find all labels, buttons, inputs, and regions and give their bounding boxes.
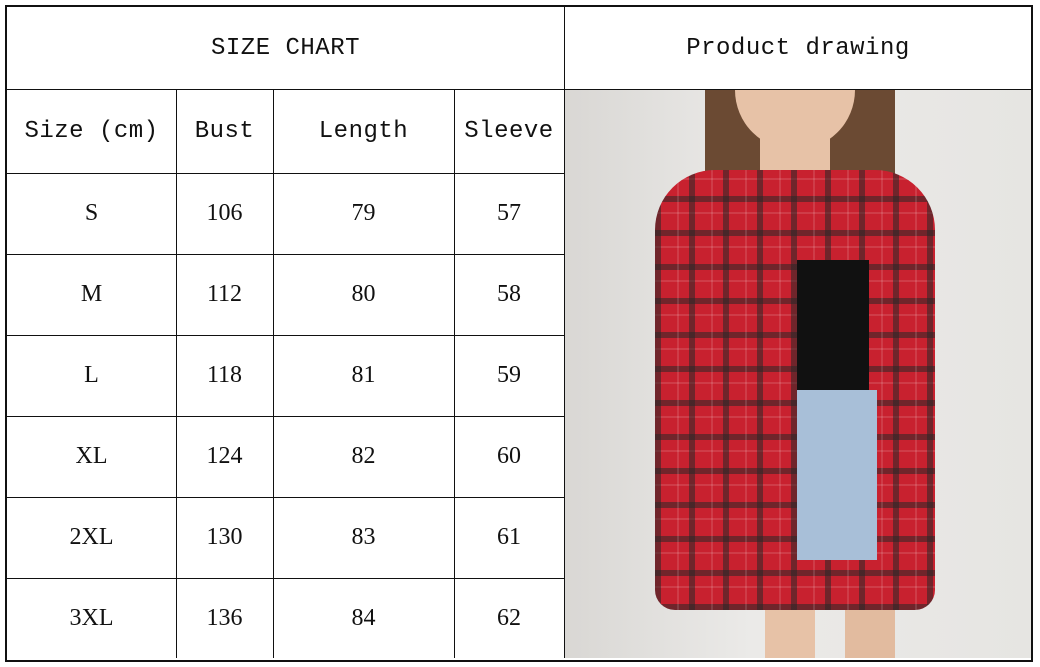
cell-size: 3XL [69, 605, 114, 631]
cell-length: 83 [351, 524, 376, 550]
denim-shorts [797, 390, 877, 560]
divider [454, 89, 455, 658]
cell-sleeve: 59 [497, 362, 521, 388]
column-header-size: Size (cm) [24, 117, 159, 145]
cell-bust: 130 [206, 524, 243, 550]
black-top [797, 260, 869, 400]
cell-size: M [80, 281, 103, 307]
cell-size: L [84, 362, 99, 388]
divider [7, 173, 564, 174]
divider [7, 335, 564, 336]
size-chart-title: SIZE CHART [210, 34, 361, 62]
cell-length: 84 [351, 605, 376, 631]
cell-bust: 118 [206, 362, 243, 388]
cell-size: 2XL [69, 524, 114, 550]
cell-sleeve: 61 [497, 524, 521, 550]
divider [7, 254, 564, 255]
column-header-length: Length [318, 117, 409, 145]
cell-length: 81 [351, 362, 376, 388]
cell-length: 80 [351, 281, 376, 307]
divider [273, 89, 274, 658]
divider [7, 578, 564, 579]
divider [176, 89, 177, 658]
size-chart-frame [5, 5, 1033, 662]
divider [564, 7, 565, 658]
column-header-bust: Bust [194, 117, 255, 145]
cell-bust: 106 [206, 200, 243, 226]
divider [7, 497, 564, 498]
cell-length: 79 [351, 200, 376, 226]
cell-bust: 136 [206, 605, 243, 631]
photo-header: Product drawing [686, 34, 910, 62]
cell-sleeve: 62 [497, 605, 521, 631]
cell-sleeve: 58 [497, 281, 521, 307]
cell-bust: 112 [206, 281, 243, 307]
plaid-shirt [655, 170, 935, 610]
column-header-sleeve: Sleeve [464, 117, 554, 145]
cell-sleeve: 57 [497, 200, 521, 226]
cell-size: XL [75, 443, 108, 469]
divider [7, 89, 1031, 90]
cell-size: S [84, 200, 99, 226]
product-photo [565, 90, 1031, 658]
divider [7, 416, 564, 417]
cell-length: 82 [351, 443, 376, 469]
cell-bust: 124 [206, 443, 243, 469]
cell-sleeve: 60 [497, 443, 521, 469]
